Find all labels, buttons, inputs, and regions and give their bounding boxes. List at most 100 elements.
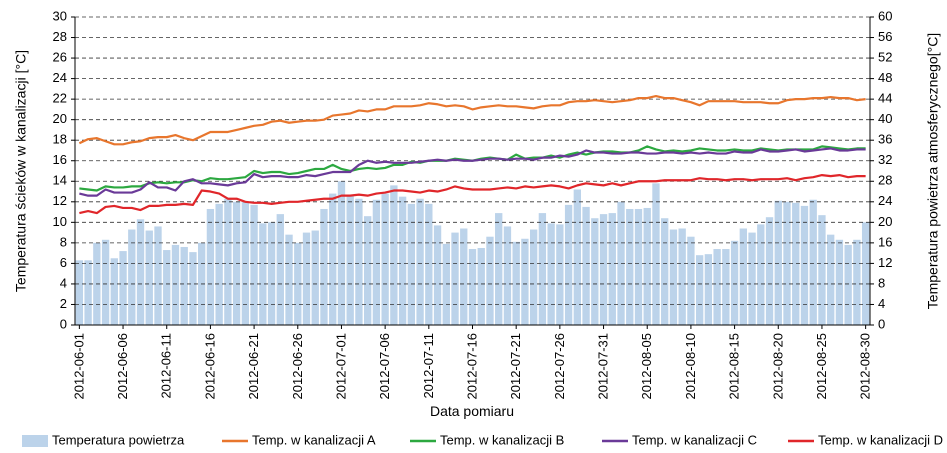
- y-tick-label: 18: [53, 132, 67, 147]
- bar: [407, 203, 416, 325]
- bar: [311, 230, 319, 325]
- y2-tick-label: 8: [878, 275, 885, 290]
- bar: [180, 246, 188, 325]
- bar: [128, 229, 136, 325]
- bar: [765, 217, 774, 325]
- x-tick-label: 2012-07-06: [377, 333, 392, 400]
- bar: [398, 196, 407, 325]
- x-tick-label: 2012-08-20: [770, 333, 785, 400]
- bar: [75, 260, 84, 325]
- y2-axis-title: Temperatura powietrza atmosferycznego[°C…: [925, 33, 941, 309]
- bar: [713, 249, 721, 325]
- y2-tick-label: 0: [878, 316, 885, 331]
- bar: [844, 244, 852, 325]
- bar: [416, 198, 424, 325]
- bar: [678, 228, 686, 325]
- legend-label: Temperatura powietrza: [52, 432, 185, 447]
- bar: [329, 193, 337, 325]
- bar: [84, 260, 92, 325]
- bar: [355, 198, 363, 325]
- bar: [136, 219, 145, 325]
- line: [79, 174, 866, 215]
- y2-tick-label: 60: [878, 8, 892, 23]
- bar: [433, 225, 442, 325]
- bar: [294, 242, 302, 325]
- y2-tick-label: 52: [878, 50, 892, 65]
- bar: [503, 226, 512, 325]
- bar: [119, 251, 127, 325]
- x-tick-label: 2012-06-01: [71, 333, 86, 400]
- x-tick-label: 2012-07-16: [465, 333, 480, 400]
- bar: [512, 241, 520, 325]
- bar: [363, 216, 372, 325]
- y2-tick-label: 44: [878, 91, 892, 106]
- bar: [529, 229, 538, 325]
- bar: [827, 234, 835, 325]
- y-axis-title: Temperatura ścieków w kanalizacji [°C]: [13, 50, 29, 292]
- y-tick-label: 6: [60, 255, 67, 270]
- bar: [154, 226, 162, 325]
- bar: [634, 208, 643, 325]
- bar: [425, 203, 433, 325]
- bar: [495, 213, 503, 325]
- bar: [302, 232, 311, 325]
- y2-tick-label: 12: [878, 255, 892, 270]
- x-tick-label: 2012-08-25: [814, 333, 829, 400]
- bar: [145, 230, 153, 325]
- bar: [861, 222, 870, 325]
- x-tick-label: 2012-08-05: [639, 333, 654, 400]
- y2-tick-label: 32: [878, 152, 892, 167]
- bar: [599, 214, 608, 325]
- bar: [477, 248, 485, 325]
- bar: [547, 223, 555, 325]
- x-tick-label: 2012-07-31: [596, 333, 611, 400]
- y2-tick-label: 28: [878, 173, 892, 188]
- bar: [652, 183, 660, 325]
- bar: [337, 181, 346, 325]
- legend-label: Temp. w kanalizacji D: [818, 432, 943, 447]
- bar: [783, 201, 791, 325]
- bar: [215, 203, 223, 325]
- bar: [792, 202, 800, 325]
- y2-tick-label: 4: [878, 296, 885, 311]
- y2-tick-label: 24: [878, 193, 892, 208]
- line: [78, 94, 866, 146]
- bar: [320, 208, 328, 325]
- y-tick-label: 16: [53, 152, 67, 167]
- bar: [189, 252, 197, 325]
- bar: [695, 255, 704, 325]
- bar: [486, 236, 494, 325]
- bar: [259, 223, 267, 325]
- legend-label: Temp. w kanalizacji A: [252, 432, 376, 447]
- line: [79, 147, 866, 197]
- y-tick-label: 2: [60, 296, 67, 311]
- bar: [556, 224, 564, 325]
- bar: [110, 258, 118, 325]
- y-tick-label: 22: [53, 91, 67, 106]
- y2-tick-label: 36: [878, 132, 892, 147]
- bar: [800, 205, 809, 325]
- y2-tick-label: 48: [878, 70, 892, 85]
- bar: [285, 234, 293, 325]
- y-tick-label: 4: [60, 275, 67, 290]
- bar: [171, 244, 180, 325]
- y2-tick-label: 20: [878, 214, 892, 229]
- bar: [835, 239, 844, 325]
- legend-swatch: [22, 435, 48, 447]
- bar: [101, 239, 110, 325]
- x-tick-label: 2012-07-21: [508, 333, 523, 400]
- y-tick-label: 12: [53, 193, 67, 208]
- bar: [267, 222, 276, 325]
- bar: [626, 208, 634, 325]
- x-tick-label: 2012-06-21: [246, 333, 261, 400]
- bar: [573, 189, 582, 325]
- bar: [564, 204, 573, 325]
- bar: [608, 213, 616, 325]
- y-tick-label: 14: [53, 173, 67, 188]
- bar: [390, 185, 398, 325]
- bar: [276, 214, 284, 325]
- bar: [521, 238, 529, 325]
- bar: [372, 199, 381, 325]
- bar: [661, 218, 669, 325]
